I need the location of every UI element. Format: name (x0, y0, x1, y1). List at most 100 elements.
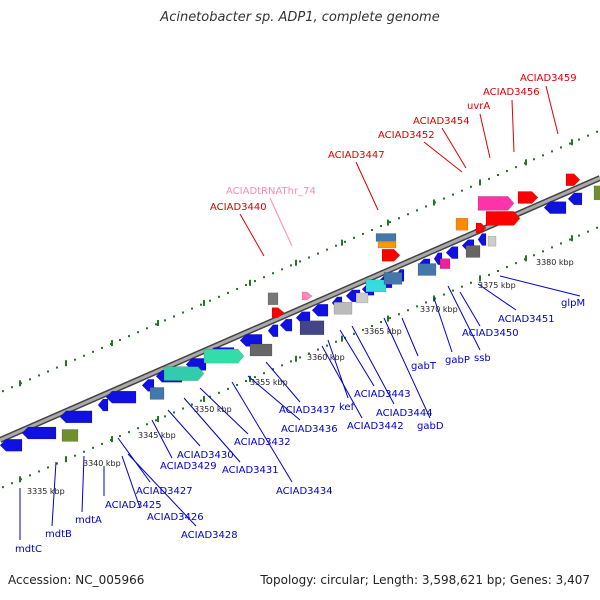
track-dot (290, 264, 292, 267)
gene-label: ACIAD3436 (281, 424, 338, 435)
track-dot (578, 138, 580, 141)
gene-label: ACIAD3444 (376, 408, 433, 419)
track-dot (452, 193, 454, 196)
gene-arrow (333, 301, 353, 315)
track-dot (380, 225, 382, 228)
track-dot (200, 303, 202, 306)
gene-arrow (417, 263, 437, 276)
leader-line (321, 345, 363, 419)
leader-line (545, 85, 559, 135)
track-dot (380, 321, 382, 324)
track-dot (128, 431, 130, 434)
track-dot (254, 376, 256, 379)
leader-line (183, 397, 241, 463)
track-dot (497, 173, 499, 176)
track-dot (38, 374, 40, 377)
track-dot (146, 423, 148, 426)
track-dot (335, 244, 337, 247)
track-ticks (19, 139, 573, 483)
track-dot (398, 313, 400, 316)
gene-label: gabP (445, 355, 470, 366)
gene-label: kef (339, 402, 355, 413)
leader-line (339, 329, 375, 387)
kbp-label: 3345 kbp (138, 431, 176, 440)
track-dot (353, 332, 355, 335)
gene-label: gabT (411, 361, 437, 372)
leader-line (127, 453, 197, 527)
kbp-label: 3355 kbp (250, 378, 288, 387)
track-dot (533, 158, 535, 161)
leader-line (121, 455, 141, 509)
gene-arrow (59, 410, 93, 424)
track-dot (398, 217, 400, 220)
track-dot (308, 352, 310, 355)
leader-line (447, 285, 481, 351)
track-dot (173, 315, 175, 318)
track-dot (11, 482, 13, 485)
gene-label: ACIAD3426 (147, 512, 204, 523)
leader-line (433, 297, 453, 353)
kbp-label: 3360 kbp (307, 353, 345, 362)
track-dot (470, 185, 472, 188)
gene-arrow (455, 218, 469, 231)
gene-arrow (375, 233, 397, 242)
track-dot (515, 166, 517, 169)
track-dot (515, 262, 517, 265)
track-dot (200, 399, 202, 402)
track-dot (578, 234, 580, 237)
gene-label: mdtA (75, 515, 102, 526)
track-dot (281, 364, 283, 367)
leader-line (351, 325, 395, 405)
gene-label: ssb (474, 353, 491, 364)
gene-label: mdtC (15, 544, 42, 555)
gene-label: ACIAD3431 (222, 465, 279, 476)
track-dot (299, 260, 301, 263)
gene-label: ACIAD3451 (498, 314, 555, 325)
track-dot (299, 356, 301, 359)
track-dot (596, 130, 598, 133)
gene-arrow (439, 258, 451, 269)
track-dot (551, 246, 553, 249)
genome-title: Acinetobacter sp. ADP1, complete genome (160, 10, 440, 25)
track-dot (137, 427, 139, 430)
track-dot (263, 372, 265, 375)
track-dot (389, 317, 391, 320)
track-dot (47, 466, 49, 469)
track-dot (587, 230, 589, 233)
gene-label: gabD (417, 421, 444, 432)
track-dot (488, 273, 490, 276)
track-dot (452, 289, 454, 292)
gene-label: ACIAD3428 (181, 530, 238, 541)
leader-line (441, 127, 467, 169)
track-dot (362, 328, 364, 331)
track-dot (326, 248, 328, 251)
track-dot (407, 309, 409, 312)
gene-arrow (593, 185, 600, 201)
track-dot (560, 146, 562, 149)
gene-label: ACIAD3459 (520, 73, 577, 84)
track-dot (146, 327, 148, 330)
track-dot (191, 403, 193, 406)
track-dot (74, 454, 76, 457)
track-dot (461, 189, 463, 192)
gene-arrow (61, 429, 79, 442)
track-dot (92, 446, 94, 449)
gene-arrow (485, 211, 521, 226)
gene-arrow (355, 292, 369, 304)
track-dot (29, 378, 31, 381)
track-dot (344, 240, 346, 243)
gene-arrow (565, 173, 581, 187)
track-dot (2, 486, 4, 489)
track-dot (263, 276, 265, 279)
gene-arrow (21, 426, 57, 440)
leader-line (51, 461, 57, 527)
track-dot (443, 197, 445, 200)
track-dot (182, 311, 184, 314)
gene-arrow (365, 279, 387, 293)
track-dot (371, 324, 373, 327)
track-dot (569, 142, 571, 145)
gene-arrow (0, 438, 23, 452)
track-dot (326, 344, 328, 347)
leader-line (423, 141, 463, 173)
